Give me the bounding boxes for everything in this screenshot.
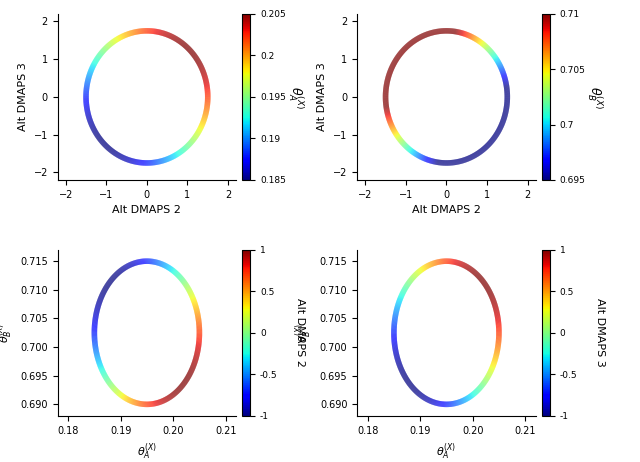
X-axis label: $\theta_A^{(X)}$: $\theta_A^{(X)}$: [436, 441, 456, 462]
Y-axis label: Alt DMAPS 3: Alt DMAPS 3: [595, 298, 605, 367]
X-axis label: Alt DMAPS 2: Alt DMAPS 2: [412, 205, 481, 215]
X-axis label: Alt DMAPS 2: Alt DMAPS 2: [113, 205, 181, 215]
X-axis label: $\theta_A^{(X)}$: $\theta_A^{(X)}$: [137, 441, 157, 462]
Y-axis label: $\theta_B^{(X)}$: $\theta_B^{(X)}$: [586, 85, 605, 108]
Y-axis label: Alt DMAPS 2: Alt DMAPS 2: [296, 298, 305, 367]
Y-axis label: $\theta_B^{(X)}$: $\theta_B^{(X)}$: [293, 322, 314, 343]
Y-axis label: Alt DMAPS 3: Alt DMAPS 3: [317, 62, 328, 131]
Y-axis label: $\theta_B^{(X)}$: $\theta_B^{(X)}$: [0, 322, 15, 343]
Y-axis label: $\theta_A^{(X)}$: $\theta_A^{(X)}$: [285, 85, 305, 108]
Y-axis label: Alt DMAPS 3: Alt DMAPS 3: [18, 62, 28, 131]
